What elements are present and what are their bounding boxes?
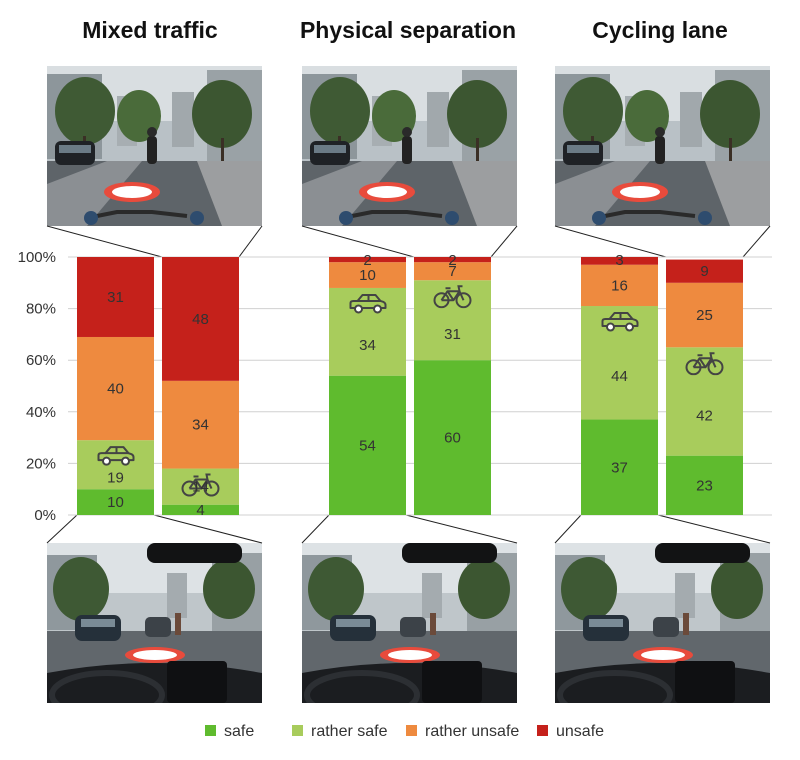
connector-line: [490, 225, 518, 258]
bar-segment-rather-unsafe: [666, 282, 743, 348]
group-title: Cycling lane: [592, 17, 727, 43]
bar-segment-rather-unsafe: [77, 336, 154, 441]
bar-value-label: 48: [192, 311, 209, 328]
bar-value-label: 10: [359, 267, 376, 284]
legend: safe rather safe rather unsafe unsafe: [205, 723, 604, 740]
connector-line: [238, 225, 263, 258]
y-tick-label: 20%: [26, 455, 56, 472]
bar-segment-unsafe: [581, 257, 658, 265]
bar-value-label: 3: [615, 252, 623, 269]
bar-value-label: 9: [700, 263, 708, 280]
cyclist-view-photo: [47, 66, 262, 226]
bar-segment-safe: [581, 419, 658, 515]
legend-swatch: [292, 725, 303, 736]
bar-segment-safe: [329, 375, 406, 515]
bar-value-label: 40: [107, 381, 124, 398]
photo-connector-lines: [46, 225, 771, 544]
bar-value-label: 31: [444, 326, 461, 343]
bar-segment-rather-safe: [581, 306, 658, 420]
bar-value-label: 10: [107, 494, 124, 511]
connector-line: [46, 514, 78, 544]
bar-segment-rather-unsafe: [414, 262, 491, 281]
bar-segment-unsafe: [77, 257, 154, 337]
bar-value-label: 42: [696, 407, 713, 424]
bar-segment-rather-safe: [414, 280, 491, 361]
bar-value-label: 34: [192, 417, 209, 434]
bar-value-label: 4: [196, 502, 204, 519]
legend-swatch: [537, 725, 548, 736]
y-tick-label: 0%: [34, 507, 56, 524]
bar-segment-rather-safe: [329, 287, 406, 376]
bars: 1019403141434485434102603172374416323422…: [77, 252, 743, 519]
y-tick-label: 100%: [18, 249, 56, 266]
connector-line: [153, 514, 263, 544]
connector-line: [742, 225, 771, 258]
bar-value-label: 25: [696, 307, 713, 324]
cyclist-view-photo: [302, 66, 517, 226]
legend-label: unsafe: [556, 723, 604, 740]
scene-photos: [47, 66, 770, 717]
bar-value-label: 16: [611, 277, 628, 294]
bar-value-label: 60: [444, 430, 461, 447]
y-tick-label: 80%: [26, 301, 56, 318]
bar-value-label: 23: [696, 477, 713, 494]
cyclist-view-photo: [555, 66, 770, 226]
bar-segment-rather-unsafe: [162, 380, 239, 469]
bar-value-label: 34: [359, 337, 376, 354]
driver-view-photo: [555, 543, 770, 717]
bar-segment-safe: [414, 360, 491, 515]
bar-segment-unsafe: [329, 257, 406, 263]
legend-label: rather unsafe: [425, 723, 519, 740]
bar-segment-rather-unsafe: [329, 262, 406, 288]
legend-label: rather safe: [311, 723, 388, 740]
connector-line: [301, 514, 330, 544]
connector-line: [657, 514, 771, 544]
group-title: Mixed traffic: [82, 17, 218, 43]
bar-value-label: 31: [107, 289, 124, 306]
driver-view-photo: [47, 543, 262, 717]
legend-swatch: [205, 725, 216, 736]
driver-view-photo: [302, 543, 517, 717]
bar-value-label: 2: [363, 252, 371, 269]
bar-value-label: 37: [611, 459, 628, 476]
group-titles: Mixed traffic Physical separation Cycling …: [82, 17, 727, 43]
bar-segment-unsafe: [666, 259, 743, 283]
bar-segment-safe: [77, 489, 154, 515]
legend-swatch: [406, 725, 417, 736]
bar-segment-rather-unsafe: [581, 264, 658, 307]
bar-segment-unsafe: [162, 257, 239, 381]
bar-value-label: 14: [192, 479, 209, 496]
bar-segment-safe: [162, 504, 239, 515]
bar-segment-safe: [666, 455, 743, 515]
group-title: Physical separation: [300, 17, 516, 43]
connector-line: [554, 225, 667, 258]
bar-value-label: 2: [448, 252, 456, 269]
connector-line: [405, 514, 518, 544]
connector-line: [301, 225, 415, 258]
bar-value-label: 54: [359, 437, 376, 454]
connector-line: [46, 225, 163, 258]
bar-value-label: 7: [448, 263, 456, 280]
legend-label: safe: [224, 723, 254, 740]
bar-value-label: 44: [611, 368, 628, 385]
bar-segment-rather-safe: [666, 347, 743, 456]
y-tick-label: 60%: [26, 352, 56, 369]
y-axis: 0% 20% 40% 60% 80% 100%: [18, 249, 56, 524]
y-tick-label: 40%: [26, 404, 56, 421]
connector-line: [554, 514, 582, 544]
bar-segment-unsafe: [414, 257, 491, 263]
bar-value-label: 19: [107, 470, 124, 487]
